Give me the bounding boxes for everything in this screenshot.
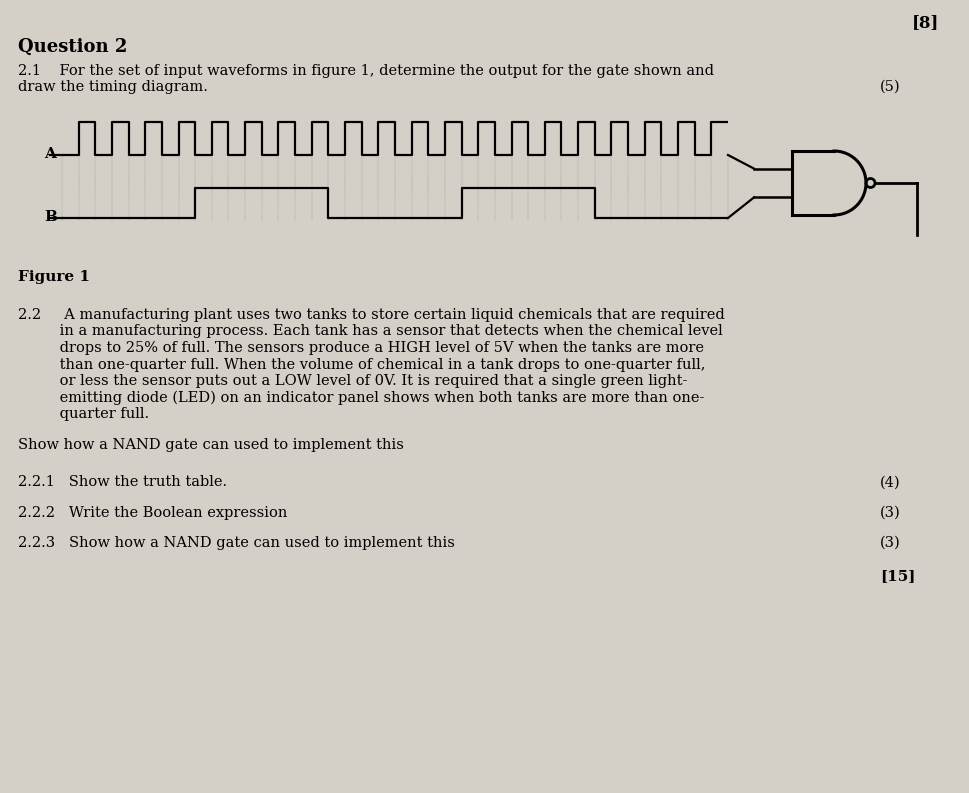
Text: (3): (3)	[880, 505, 901, 519]
Text: drops to 25% of full. The sensors produce a HIGH level of 5V when the tanks are : drops to 25% of full. The sensors produc…	[18, 341, 704, 355]
Text: Question 2: Question 2	[18, 38, 127, 56]
Text: 2.2.3   Show how a NAND gate can used to implement this: 2.2.3 Show how a NAND gate can used to i…	[18, 535, 454, 550]
Text: [8]: [8]	[912, 14, 939, 31]
Text: (5): (5)	[880, 80, 900, 94]
Text: 2.1    For the set of input waveforms in figure 1, determine the output for the : 2.1 For the set of input waveforms in fi…	[18, 64, 714, 78]
Text: quarter full.: quarter full.	[18, 407, 149, 421]
Text: 2.2.2   Write the Boolean expression: 2.2.2 Write the Boolean expression	[18, 505, 288, 519]
Text: than one-quarter full. When the volume of chemical in a tank drops to one-quarte: than one-quarter full. When the volume o…	[18, 358, 705, 371]
Text: draw the timing diagram.: draw the timing diagram.	[18, 80, 208, 94]
Text: (4): (4)	[880, 476, 900, 489]
Text: B: B	[44, 210, 57, 224]
Text: (3): (3)	[880, 535, 901, 550]
Text: 2.2     A manufacturing plant uses two tanks to store certain liquid chemicals t: 2.2 A manufacturing plant uses two tanks…	[18, 308, 725, 322]
Text: A: A	[44, 147, 56, 161]
Text: or less the sensor puts out a LOW level of 0V. It is required that a single gree: or less the sensor puts out a LOW level …	[18, 374, 687, 388]
Text: in a manufacturing process. Each tank has a sensor that detects when the chemica: in a manufacturing process. Each tank ha…	[18, 324, 723, 339]
Text: [15]: [15]	[880, 569, 916, 584]
Text: emitting diode (LED) on an indicator panel shows when both tanks are more than o: emitting diode (LED) on an indicator pan…	[18, 390, 704, 405]
Text: Show how a NAND gate can used to implement this: Show how a NAND gate can used to impleme…	[18, 438, 404, 451]
Text: Figure 1: Figure 1	[18, 270, 90, 284]
Text: 2.2.1   Show the truth table.: 2.2.1 Show the truth table.	[18, 476, 227, 489]
